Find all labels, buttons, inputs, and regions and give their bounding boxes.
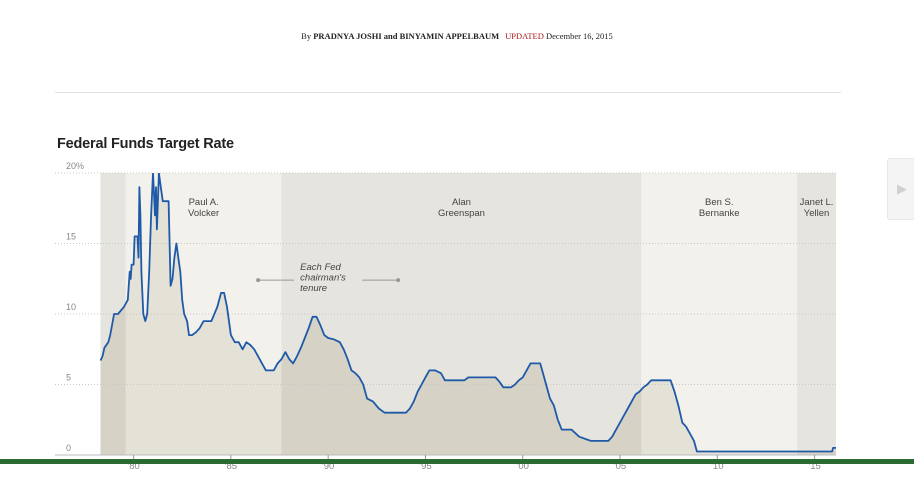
divider-rule [55, 92, 841, 93]
y-tick-label: 5 [66, 373, 71, 383]
chairman-label: Paul A. Volcker [188, 197, 219, 219]
y-tick-label: 0 [66, 443, 71, 453]
y-tick-label: 10 [66, 302, 76, 312]
x-tick-label: '95 [419, 461, 431, 472]
annotation-text: Each Fed chairman's tenure [300, 262, 346, 294]
x-tick-label: '80 [127, 461, 139, 472]
chairman-label: Ben S. Bernanke [699, 197, 740, 219]
rate-line [99, 173, 836, 453]
y-tick-label: 15 [66, 232, 76, 242]
x-tick-label: '10 [711, 461, 723, 472]
byline-prefix: By [301, 31, 312, 41]
x-tick-label: '15 [808, 461, 820, 472]
bottom-bar [0, 459, 914, 464]
x-tick-label: '90 [322, 461, 334, 472]
updated-date: December 16, 2015 [546, 31, 613, 41]
byline: By PRADNYA JOSHI and BINYAMIN APPELBAUM U… [0, 31, 914, 41]
y-tick-label: 20% [66, 161, 84, 171]
chart-title: Federal Funds Target Rate [57, 136, 234, 152]
x-tick-label: '05 [614, 461, 626, 472]
chevron-right-icon: ▶ [897, 181, 907, 196]
chairman-label: Alan Greenspan [438, 197, 485, 219]
chairman-label: Janet L. Yellen [800, 197, 834, 219]
next-slide-button[interactable]: ▶ [887, 158, 914, 220]
updated-label: UPDATED [505, 31, 544, 41]
x-tick-label: '00 [517, 461, 529, 472]
annotation-dot-left [256, 278, 261, 283]
x-tick-label: '85 [225, 461, 237, 472]
byline-authors: PRADNYA JOSHI and BINYAMIN APPELBAUM [313, 31, 500, 41]
annotation-dot-right [396, 278, 401, 283]
